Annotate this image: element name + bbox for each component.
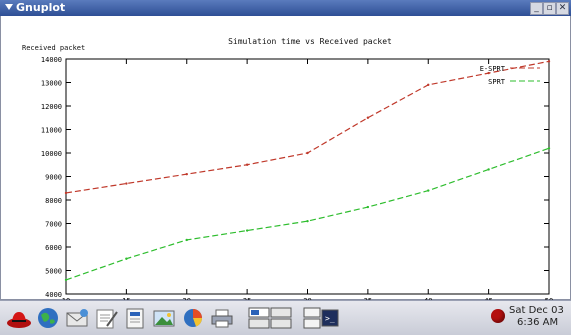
data-point bbox=[427, 189, 430, 192]
x-tick-label: 15 bbox=[122, 297, 130, 300]
clock[interactable]: Sat Dec 03 6:36 AM bbox=[491, 305, 567, 331]
y-tick-label: 8000 bbox=[45, 197, 62, 205]
y-tick-label: 13000 bbox=[41, 80, 62, 88]
x-tick-label: 10 bbox=[62, 297, 70, 300]
data-point bbox=[366, 205, 370, 209]
text-editor-icon[interactable] bbox=[93, 306, 119, 330]
data-point bbox=[487, 71, 490, 75]
data-point bbox=[366, 116, 370, 119]
data-point bbox=[64, 191, 68, 195]
x-tick-label: 30 bbox=[303, 297, 311, 300]
y-tick-label: 6000 bbox=[45, 244, 62, 252]
close-button[interactable]: ✕ bbox=[556, 2, 569, 15]
title-bar[interactable]: Gnuplot _ ▫ ✕ bbox=[0, 0, 571, 16]
data-point bbox=[547, 60, 551, 63]
chart-title: Simulation time vs Received packet bbox=[228, 37, 392, 46]
window-menu-icon[interactable] bbox=[4, 2, 14, 12]
series-line-2 bbox=[65, 147, 550, 281]
maximize-button[interactable]: ▫ bbox=[543, 2, 556, 15]
svg-text:>_: >_ bbox=[325, 314, 335, 323]
redhat-icon[interactable] bbox=[6, 306, 32, 330]
x-tick-label: 20 bbox=[183, 297, 191, 300]
plot-frame bbox=[65, 58, 550, 295]
x-tick-label: 40 bbox=[424, 297, 432, 300]
data-point bbox=[487, 168, 490, 171]
y-tick-label: 9000 bbox=[45, 174, 62, 182]
data-point bbox=[185, 238, 188, 242]
y-tick-label: 7000 bbox=[45, 221, 62, 229]
y-tick-label: 12000 bbox=[41, 103, 62, 111]
x-tick-label: 25 bbox=[243, 297, 251, 300]
legend-label: E-SPRT bbox=[480, 65, 506, 73]
taskbar: >_ Sat Dec 03 6:36 AM bbox=[0, 300, 571, 335]
y-tick-label: 10000 bbox=[41, 150, 62, 158]
gnuplot-chart: Simulation time vs Received packet Recei… bbox=[22, 37, 553, 300]
y-tick-label: 4000 bbox=[45, 291, 62, 299]
data-point bbox=[185, 172, 188, 176]
globe-icon[interactable] bbox=[35, 306, 61, 330]
printer-icon[interactable] bbox=[209, 306, 235, 330]
data-point bbox=[125, 257, 128, 260]
data-point bbox=[547, 147, 551, 150]
clock-date: Sat Dec 03 bbox=[509, 305, 564, 316]
clock-time: 6:36 AM bbox=[517, 317, 559, 328]
x-tick-label: 45 bbox=[484, 297, 492, 300]
data-point bbox=[125, 182, 128, 185]
x-tick-label: 50 bbox=[545, 297, 553, 300]
y-tick-label: 11000 bbox=[41, 127, 62, 135]
image-icon[interactable] bbox=[151, 306, 177, 330]
mail-icon[interactable] bbox=[64, 306, 90, 330]
terminal-icon[interactable]: >_ bbox=[303, 306, 339, 330]
x-tick-label: 35 bbox=[364, 297, 372, 300]
y-axis-label: Received packet bbox=[22, 44, 85, 52]
legend-label: SPRT bbox=[488, 78, 506, 86]
workspace-switcher-icon[interactable] bbox=[248, 306, 292, 330]
data-point bbox=[306, 219, 309, 223]
data-point bbox=[427, 83, 430, 87]
y-tick-label: 14000 bbox=[41, 56, 62, 64]
data-point bbox=[245, 163, 249, 166]
window-title: Gnuplot bbox=[16, 1, 66, 14]
data-point bbox=[64, 278, 68, 282]
data-point bbox=[245, 229, 249, 232]
y-tick-label: 5000 bbox=[45, 268, 62, 276]
pie-chart-icon[interactable] bbox=[180, 306, 206, 330]
notification-icon[interactable] bbox=[491, 309, 505, 323]
data-point bbox=[306, 151, 309, 155]
document-icon[interactable] bbox=[122, 306, 148, 330]
minimize-button[interactable]: _ bbox=[530, 2, 543, 15]
gnuplot-window: Gnuplot _ ▫ ✕ Simulation time vs Receive… bbox=[0, 0, 571, 300]
